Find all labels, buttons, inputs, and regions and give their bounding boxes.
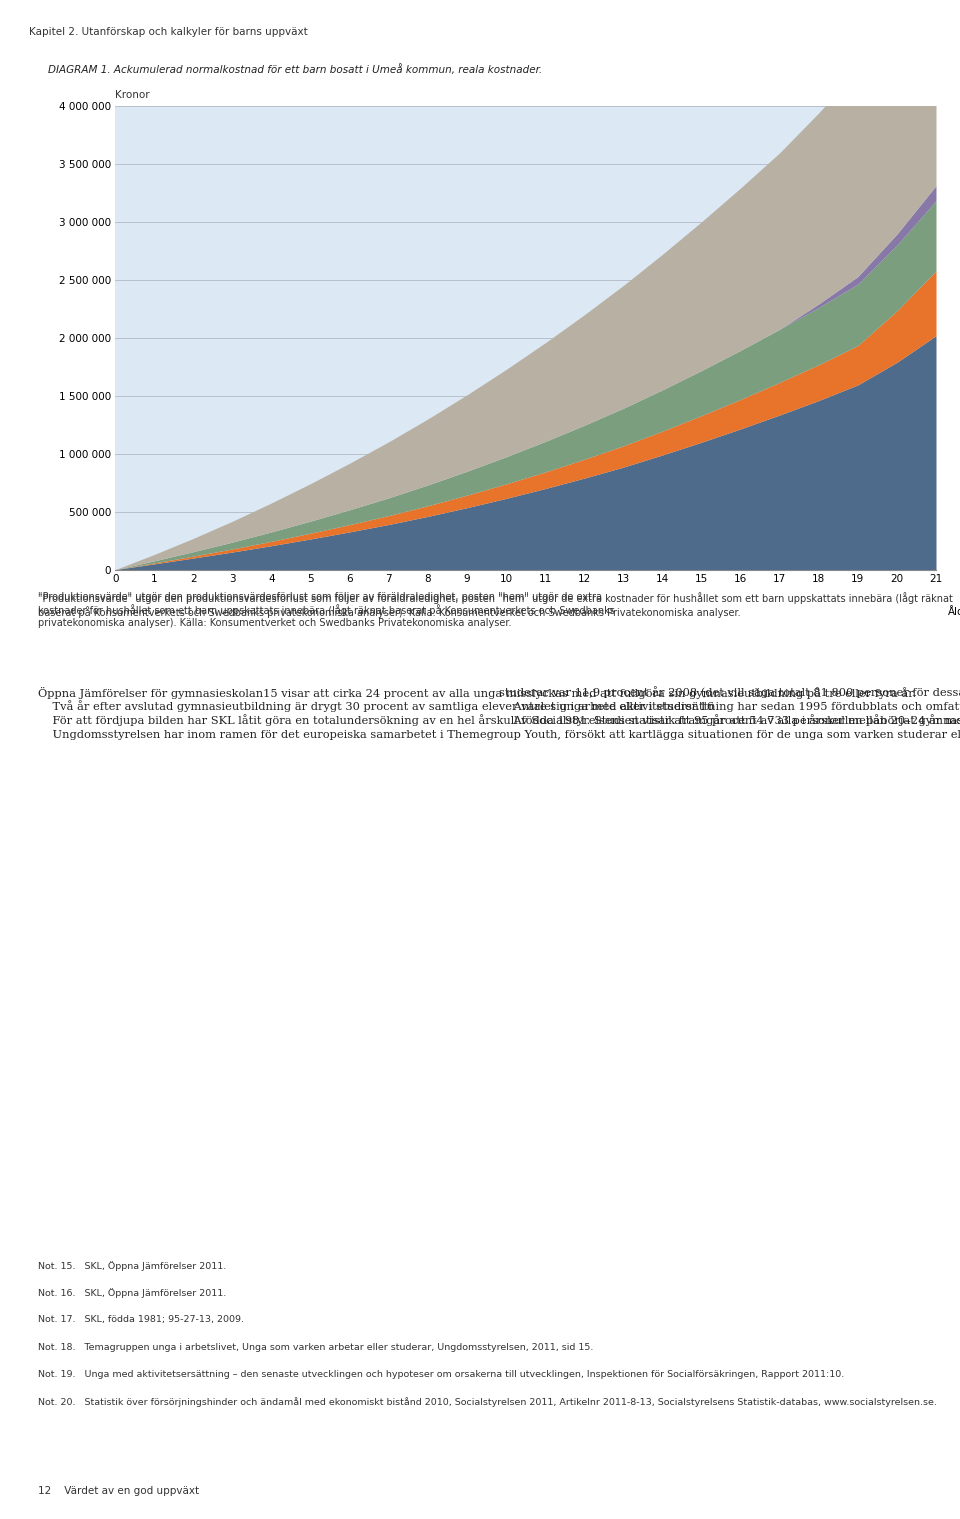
Text: studerar var 11,9 procent år 2008 (det vill säga totalt 81 800 personer för dess: studerar var 11,9 procent år 2008 (det v…	[499, 687, 960, 726]
Text: Not. 17.   SKL, födda 1981; 95-27-13, 2009.: Not. 17. SKL, födda 1981; 95-27-13, 2009…	[38, 1315, 245, 1325]
Text: Kronor: Kronor	[115, 90, 150, 100]
Text: Not. 19.   Unga med aktivitetsersättning – den senaste utvecklingen och hypotese: Not. 19. Unga med aktivitetsersättning –…	[38, 1370, 845, 1379]
Text: Kapitel 2. Utanförskap och kalkyler för barns uppväxt: Kapitel 2. Utanförskap och kalkyler för …	[29, 27, 307, 38]
Text: "Produktionsvärde" utgör den produktionsvärdesförlust som följer av föräldraledi: "Produktionsvärde" utgör den produktions…	[38, 592, 953, 618]
Text: "Produktionsvärde" utgör den produktionsvärdesförlust som följer av föräldraledi: "Produktionsvärde" utgör den produktions…	[38, 592, 615, 627]
Text: Öppna Jämförelser för gymnasieskolan15 visar att cirka 24 procent av alla unga m: Öppna Jämförelser för gymnasieskolan15 v…	[38, 687, 960, 740]
Text: Not. 20.   Statistik över försörjningshinder och ändamål med ekonomiskt bistånd : Not. 20. Statistik över försörjningshind…	[38, 1397, 937, 1408]
Text: 12    Värdet av en god uppväxt: 12 Värdet av en god uppväxt	[38, 1486, 200, 1496]
Text: Ålder: Ålder	[948, 606, 960, 617]
Text: Not. 15.   SKL, Öppna Jämförelser 2011.: Not. 15. SKL, Öppna Jämförelser 2011.	[38, 1261, 227, 1271]
Text: DIAGRAM 1. Ackumulerad normalkostnad för ett barn bosatt i Umeå kommun, reala ko: DIAGRAM 1. Ackumulerad normalkostnad för…	[48, 64, 542, 74]
Text: Not. 18.   Temagruppen unga i arbetslivet, Unga som varken arbetar eller studera: Not. 18. Temagruppen unga i arbetslivet,…	[38, 1343, 594, 1352]
Text: Not. 16.   SKL, Öppna Jämförelser 2011.: Not. 16. SKL, Öppna Jämförelser 2011.	[38, 1288, 227, 1299]
